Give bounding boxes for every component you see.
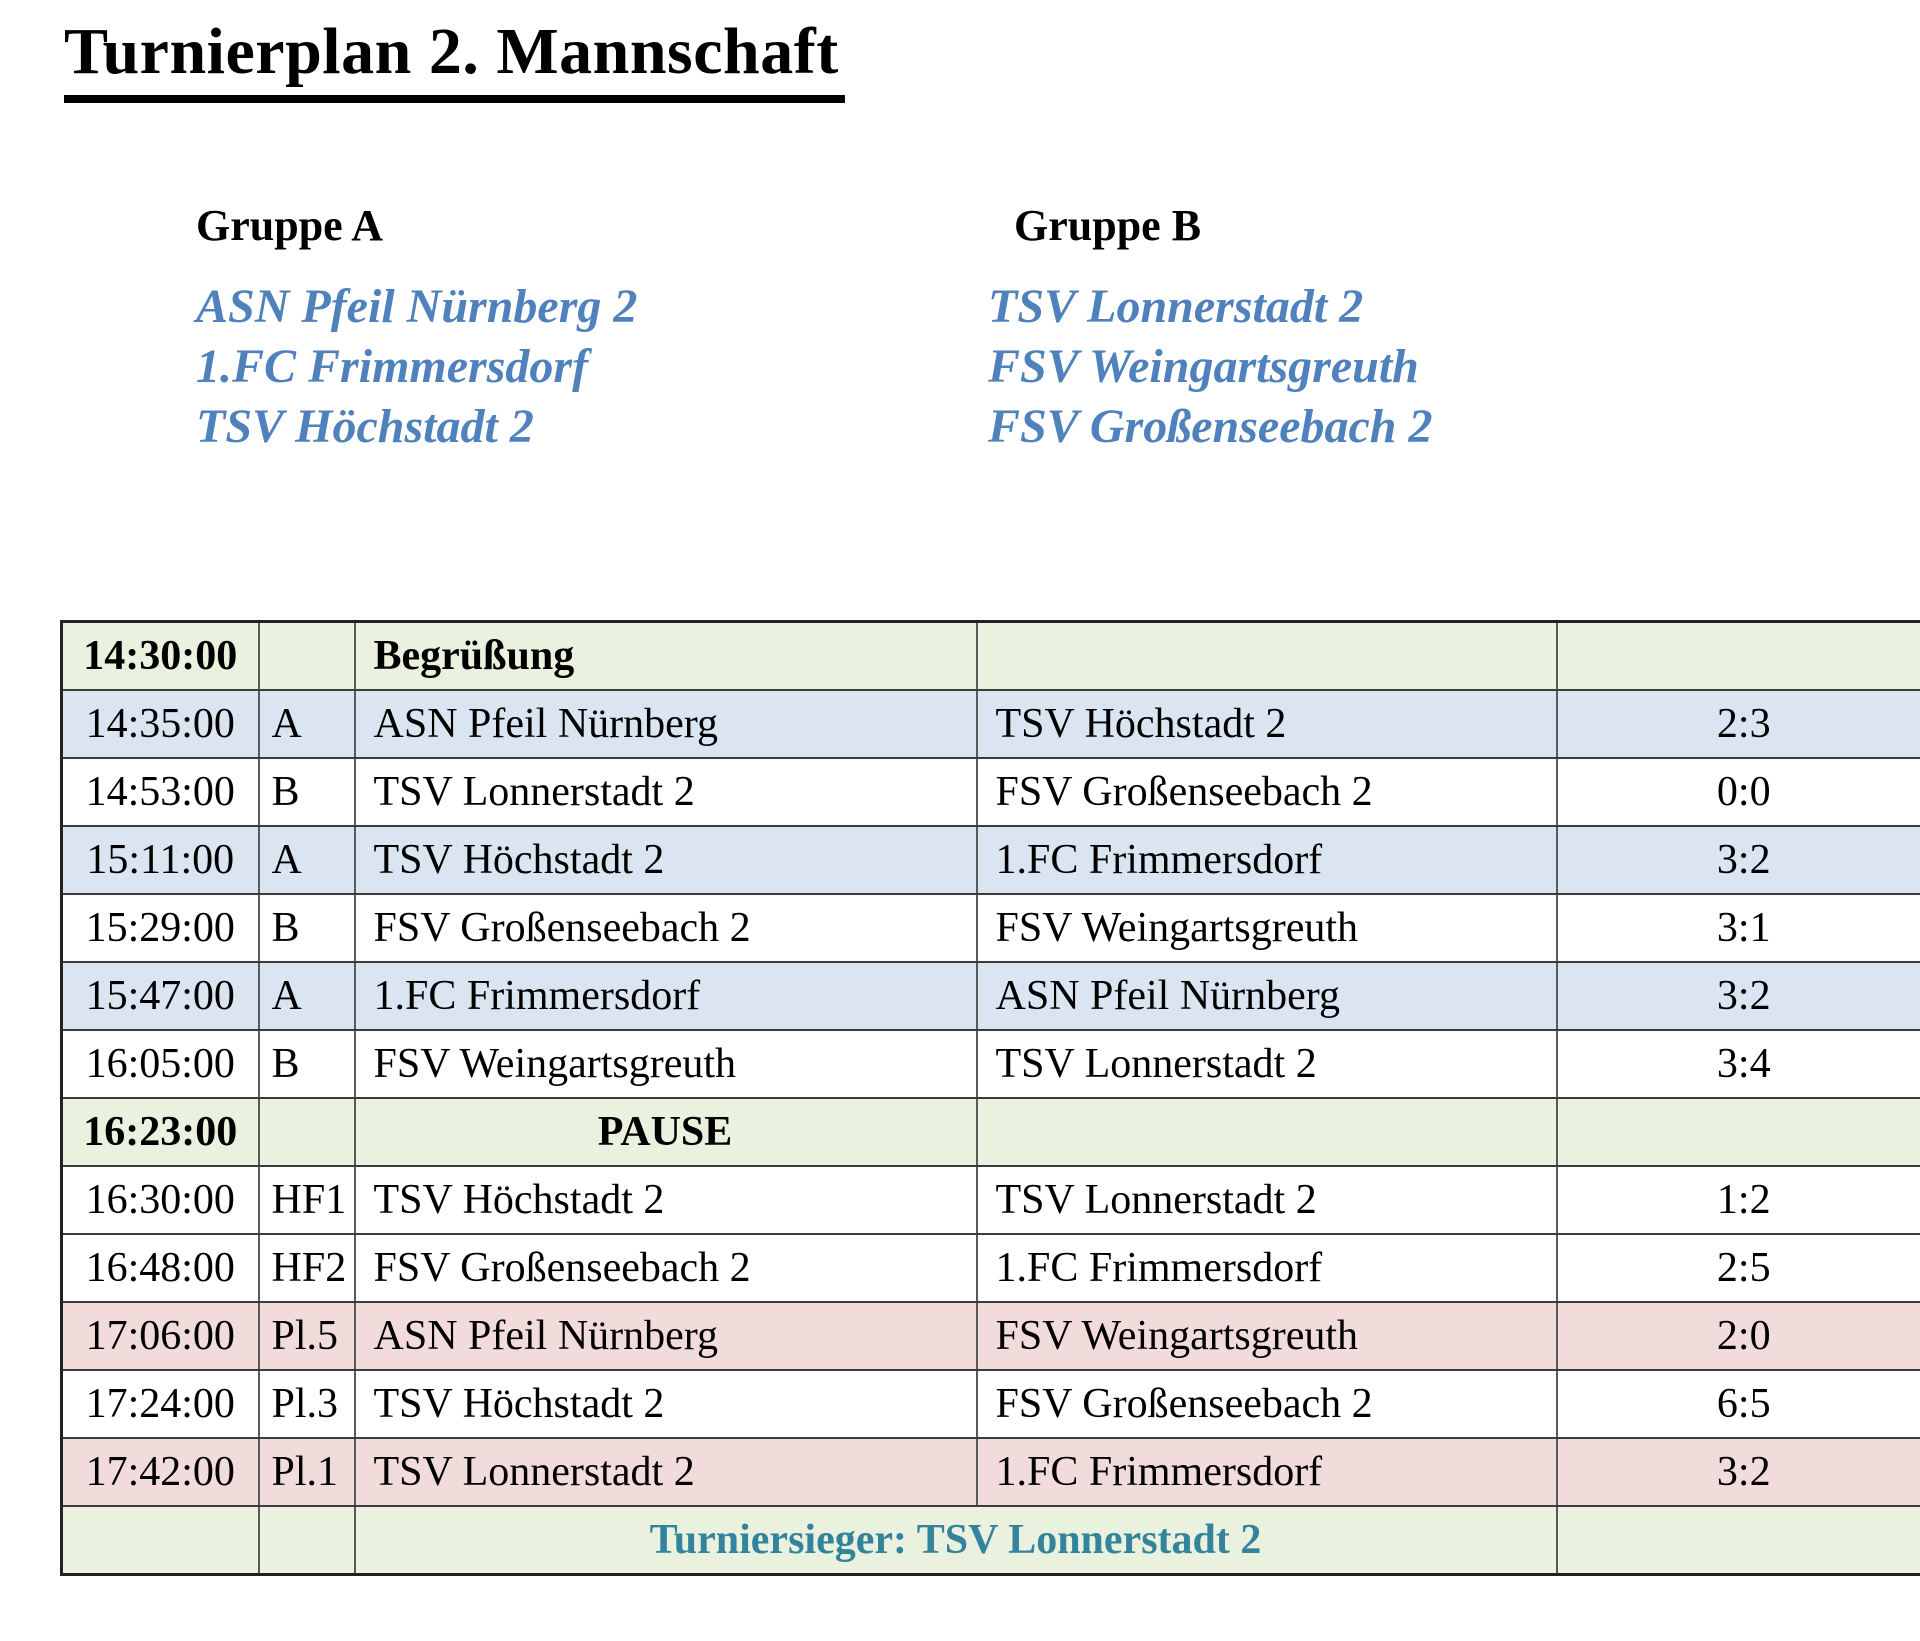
away-team-cell: TSV Lonnerstadt 2 xyxy=(975,1165,1558,1235)
away-team-cell: 1.FC Frimmersdorf xyxy=(975,1233,1558,1303)
home-team-cell: TSV Höchstadt 2 xyxy=(353,1165,978,1235)
time-cell: 16:05:00 xyxy=(60,1029,260,1099)
score-cell xyxy=(1555,1505,1920,1576)
table-row: 14:30:00 Begrüßung xyxy=(60,620,1920,691)
time-cell: 15:47:00 xyxy=(60,961,260,1031)
team-name: 1.FC Frimmersdorf xyxy=(196,340,589,393)
group-a: Gruppe A ASN Pfeil Nürnberg 2 1.FC Frimm… xyxy=(196,200,637,457)
away-team-cell: FSV Weingartsgreuth xyxy=(975,1301,1558,1371)
time-cell: 14:53:00 xyxy=(60,757,260,827)
away-team-cell: FSV Großenseebach 2 xyxy=(975,1369,1558,1439)
away-team-cell: TSV Lonnerstadt 2 xyxy=(975,1029,1558,1099)
tag-cell: HF1 xyxy=(257,1165,356,1235)
tag-cell: B xyxy=(257,757,356,827)
away-team-cell xyxy=(975,1097,1558,1167)
score-cell: 3:2 xyxy=(1555,961,1920,1031)
table-row: 17:24:00 Pl.3 TSV Höchstadt 2 FSV Großensee… xyxy=(60,1369,1920,1439)
tag-cell: Pl.3 xyxy=(257,1369,356,1439)
score-cell: 3:2 xyxy=(1555,825,1920,895)
tag-cell: B xyxy=(257,1029,356,1099)
table-row: 15:11:00 A TSV Höchstadt 2 1.FC Frimmersdor… xyxy=(60,825,1920,895)
score-cell xyxy=(1555,1097,1920,1167)
table-row: 14:35:00 A ASN Pfeil Nürnberg TSV Höchstadt… xyxy=(60,689,1920,759)
winner-cell: Turniersieger: TSV Lonnerstadt 2 xyxy=(353,1505,1558,1576)
score-cell: 3:2 xyxy=(1555,1437,1920,1507)
tag-cell: Pl.1 xyxy=(257,1437,356,1507)
home-team-cell: TSV Höchstadt 2 xyxy=(353,1369,978,1439)
table-row: Turniersieger: TSV Lonnerstadt 2 xyxy=(60,1505,1920,1576)
time-cell: 17:06:00 xyxy=(60,1301,260,1371)
time-cell: 14:30:00 xyxy=(60,620,260,691)
time-cell xyxy=(60,1505,260,1576)
home-team-cell: TSV Lonnerstadt 2 xyxy=(353,757,978,827)
time-cell: 14:35:00 xyxy=(60,689,260,759)
away-team-cell: ASN Pfeil Nürnberg xyxy=(975,961,1558,1031)
team-name: TSV Lonnerstadt 2 xyxy=(988,280,1364,333)
table-row: 14:53:00 B TSV Lonnerstadt 2 FSV Großenseeb… xyxy=(60,757,1920,827)
tag-cell: B xyxy=(257,893,356,963)
score-cell: 1:2 xyxy=(1555,1165,1920,1235)
home-team-cell: FSV Weingartsgreuth xyxy=(353,1029,978,1099)
time-cell: 15:29:00 xyxy=(60,893,260,963)
away-team-cell: TSV Höchstadt 2 xyxy=(975,689,1558,759)
score-cell: 3:4 xyxy=(1555,1029,1920,1099)
time-cell: 15:11:00 xyxy=(60,825,260,895)
time-cell: 17:42:00 xyxy=(60,1437,260,1507)
table-row: 16:05:00 B FSV Weingartsgreuth TSV Lonnerst… xyxy=(60,1029,1920,1099)
away-team-cell: 1.FC Frimmersdorf xyxy=(975,1437,1558,1507)
time-cell: 17:24:00 xyxy=(60,1369,260,1439)
score-cell: 0:0 xyxy=(1555,757,1920,827)
table-row: 15:47:00 A 1.FC Frimmersdorf ASN Pfeil Nürn… xyxy=(60,961,1920,1031)
score-cell: 2:3 xyxy=(1555,689,1920,759)
home-team-cell: ASN Pfeil Nürnberg xyxy=(353,1301,978,1371)
time-cell: 16:48:00 xyxy=(60,1233,260,1303)
time-cell: 16:23:00 xyxy=(60,1097,260,1167)
group-b-heading: Gruppe B xyxy=(1014,201,1202,250)
group-a-team-list: ASN Pfeil Nürnberg 2 1.FC Frimmersdorf T… xyxy=(196,277,637,457)
page-title: Turnierplan 2. Mannschaft xyxy=(64,14,845,103)
tag-cell: A xyxy=(257,689,356,759)
away-team-cell xyxy=(975,620,1558,691)
team-name: FSV Weingartsgreuth xyxy=(988,340,1419,393)
table-row: 17:06:00 Pl.5 ASN Pfeil Nürnberg FSV Weinga… xyxy=(60,1301,1920,1371)
tag-cell: A xyxy=(257,825,356,895)
score-cell: 6:5 xyxy=(1555,1369,1920,1439)
table-row: 17:42:00 Pl.1 TSV Lonnerstadt 2 1.FC Frimme… xyxy=(60,1437,1920,1507)
group-a-heading: Gruppe A xyxy=(196,201,384,250)
home-team-cell: PAUSE xyxy=(353,1097,978,1167)
score-cell: 3:1 xyxy=(1555,893,1920,963)
tag-cell xyxy=(257,620,356,691)
group-b: Gruppe B TSV Lonnerstadt 2 FSV Weingarts… xyxy=(988,200,1433,457)
table-row: 16:30:00 HF1 TSV Höchstadt 2 TSV Lonnerstad… xyxy=(60,1165,1920,1235)
schedule-rows: 14:30:00 Begrüßung 14:35:00 A ASN Pfeil Nürn… xyxy=(60,620,1920,1576)
team-name: FSV Großenseebach 2 xyxy=(988,400,1433,453)
page-title-text: Turnierplan 2. Mannschaft xyxy=(64,14,845,103)
score-cell xyxy=(1555,620,1920,691)
group-b-team-list: TSV Lonnerstadt 2 FSV Weingartsgreuth FS… xyxy=(988,277,1433,457)
home-team-cell: FSV Großenseebach 2 xyxy=(353,1233,978,1303)
score-cell: 2:5 xyxy=(1555,1233,1920,1303)
time-cell: 16:30:00 xyxy=(60,1165,260,1235)
home-team-cell: FSV Großenseebach 2 xyxy=(353,893,978,963)
tag-cell xyxy=(257,1097,356,1167)
home-team-cell: Begrüßung xyxy=(353,620,978,691)
tag-cell: Pl.5 xyxy=(257,1301,356,1371)
home-team-cell: TSV Lonnerstadt 2 xyxy=(353,1437,978,1507)
home-team-cell: TSV Höchstadt 2 xyxy=(353,825,978,895)
tag-cell xyxy=(257,1505,356,1576)
table-row: 16:23:00 PAUSE xyxy=(60,1097,1920,1167)
team-name: TSV Höchstadt 2 xyxy=(196,400,534,453)
team-name: ASN Pfeil Nürnberg 2 xyxy=(196,280,638,333)
home-team-cell: 1.FC Frimmersdorf xyxy=(353,961,978,1031)
score-cell: 2:0 xyxy=(1555,1301,1920,1371)
away-team-cell: FSV Weingartsgreuth xyxy=(975,893,1558,963)
away-team-cell: FSV Großenseebach 2 xyxy=(975,757,1558,827)
tag-cell: HF2 xyxy=(257,1233,356,1303)
table-row: 15:29:00 B FSV Großenseebach 2 FSV Weingart… xyxy=(60,893,1920,963)
tag-cell: A xyxy=(257,961,356,1031)
home-team-cell: ASN Pfeil Nürnberg xyxy=(353,689,978,759)
table-row: 16:48:00 HF2 FSV Großenseebach 2 1.FC Frimm… xyxy=(60,1233,1920,1303)
schedule-table: 14:30:00 Begrüßung 14:35:00 A ASN Pfeil Nürn… xyxy=(60,620,1920,1576)
away-team-cell: 1.FC Frimmersdorf xyxy=(975,825,1558,895)
